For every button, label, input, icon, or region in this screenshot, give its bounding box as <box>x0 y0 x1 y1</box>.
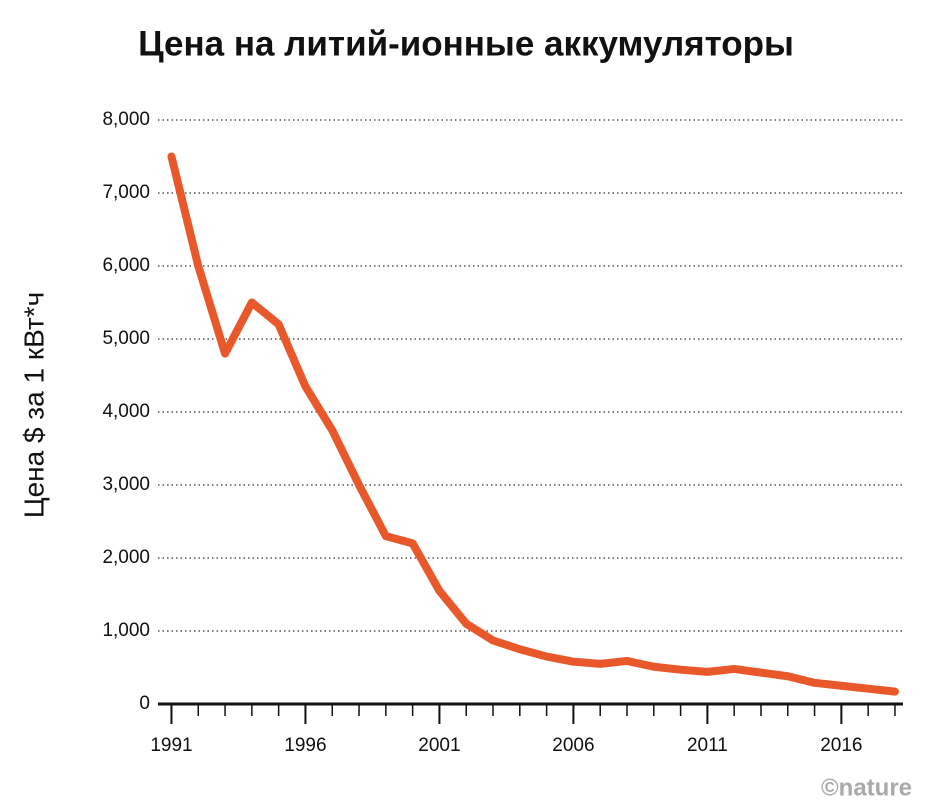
credit: ©nature <box>821 774 912 801</box>
y-axis-label: Цена $ за 1 кВт*ч <box>18 292 49 518</box>
chart-title: Цена на литий-ионные аккумуляторы <box>138 24 794 63</box>
y-tick-label: 3,000 <box>102 474 150 495</box>
x-tick-label: 2011 <box>687 735 728 756</box>
x-tick-label: 2016 <box>820 735 862 756</box>
x-tick-label: 1991 <box>150 735 192 756</box>
y-tick-label: 8,000 <box>102 109 150 130</box>
y-tick-label: 1,000 <box>102 620 150 641</box>
line <box>167 152 899 696</box>
y-tick-label: 2,000 <box>102 547 150 568</box>
y-tick-label: 0 <box>139 693 150 714</box>
x-tick-label: 1996 <box>284 735 326 756</box>
y-tick-label: 6,000 <box>102 255 150 276</box>
y-tick-label: 4,000 <box>102 401 150 422</box>
y-tick-label: 7,000 <box>102 182 150 203</box>
x-tick-label: 2006 <box>552 735 594 756</box>
y-tick-label: 5,000 <box>102 328 150 349</box>
x-tick-label: 2001 <box>418 735 460 756</box>
